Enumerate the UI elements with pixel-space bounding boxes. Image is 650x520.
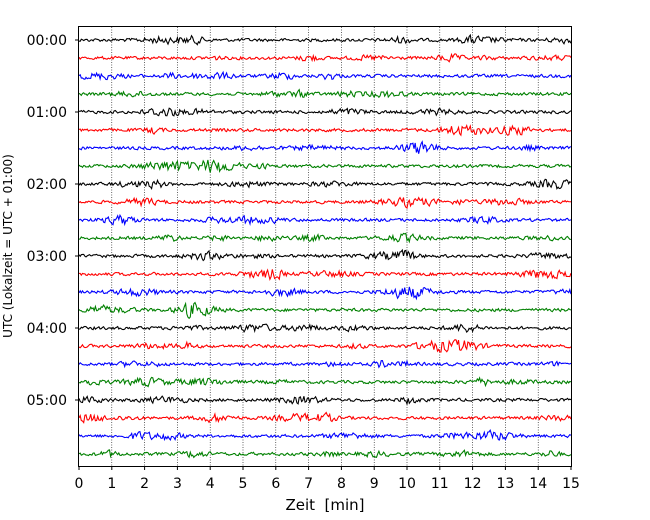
x-tick-label: 4 bbox=[206, 476, 215, 492]
x-axis-title: Zeit [min] bbox=[285, 496, 364, 514]
plot-frame bbox=[78, 26, 572, 467]
trace-line-0530 bbox=[78, 429, 572, 442]
trace-line-0400 bbox=[78, 323, 572, 334]
trace-line-0430 bbox=[78, 359, 572, 369]
y-axis: 00:00 01:00 02:00 03:00 04:00 05:00 bbox=[27, 33, 79, 409]
y-tick-label: 05:00 bbox=[27, 393, 67, 409]
y-tick-label: 03:00 bbox=[27, 249, 67, 265]
trace-line-0100 bbox=[78, 107, 572, 117]
trace-line-0215 bbox=[78, 196, 572, 209]
x-tick-label: 11 bbox=[431, 476, 449, 492]
grid-lines bbox=[111, 27, 539, 466]
trace-line-0030 bbox=[78, 70, 572, 81]
x-tick-label: 7 bbox=[304, 476, 313, 492]
x-tick-label: 10 bbox=[398, 476, 416, 492]
x-tick-label: 5 bbox=[239, 476, 248, 492]
trace-line-0315 bbox=[78, 268, 572, 282]
x-tick-label: 8 bbox=[337, 476, 346, 492]
trace-line-0415 bbox=[78, 338, 572, 353]
x-axis: 0 1 2 3 4 5 6 7 8 9 10 11 12 13 14 15 bbox=[75, 466, 580, 492]
y-tick-label: 00:00 bbox=[27, 33, 67, 49]
x-tick-label: 15 bbox=[562, 476, 580, 492]
trace-line-0145 bbox=[78, 159, 572, 174]
x-tick-label: 13 bbox=[496, 476, 514, 492]
x-tick-label: 14 bbox=[529, 476, 547, 492]
trace-line-0545 bbox=[78, 449, 572, 459]
trace-line-0015 bbox=[78, 52, 572, 63]
x-tick-label: 3 bbox=[173, 476, 182, 492]
trace-line-0000 bbox=[78, 33, 572, 46]
trace-line-0245 bbox=[78, 232, 572, 244]
trace-line-0130 bbox=[78, 140, 572, 154]
trace-line-0045 bbox=[78, 88, 572, 99]
x-tick-label: 1 bbox=[107, 476, 116, 492]
trace-line-0300 bbox=[78, 248, 572, 262]
trace-line-0200 bbox=[78, 178, 572, 190]
trace-line-0500 bbox=[78, 395, 572, 406]
y-axis-title: UTC (Lokalzeit = UTC + 01:00) bbox=[1, 154, 15, 338]
x-tick-label: 0 bbox=[75, 476, 84, 492]
x-tick-label: 12 bbox=[464, 476, 482, 492]
y-tick-label: 02:00 bbox=[27, 177, 67, 193]
y-tick-label: 04:00 bbox=[27, 321, 67, 337]
trace-lines bbox=[78, 33, 572, 459]
x-tick-label: 2 bbox=[140, 476, 149, 492]
trace-line-0345 bbox=[78, 301, 572, 320]
trace-line-0330 bbox=[78, 286, 572, 301]
trace-line-0515 bbox=[78, 411, 572, 424]
x-tick-label: 9 bbox=[370, 476, 379, 492]
x-tick-label: 6 bbox=[271, 476, 280, 492]
trace-line-0445 bbox=[78, 376, 572, 388]
trace-line-0230 bbox=[78, 213, 572, 227]
y-tick-label: 01:00 bbox=[27, 105, 67, 121]
trace-line-0115 bbox=[78, 123, 572, 137]
